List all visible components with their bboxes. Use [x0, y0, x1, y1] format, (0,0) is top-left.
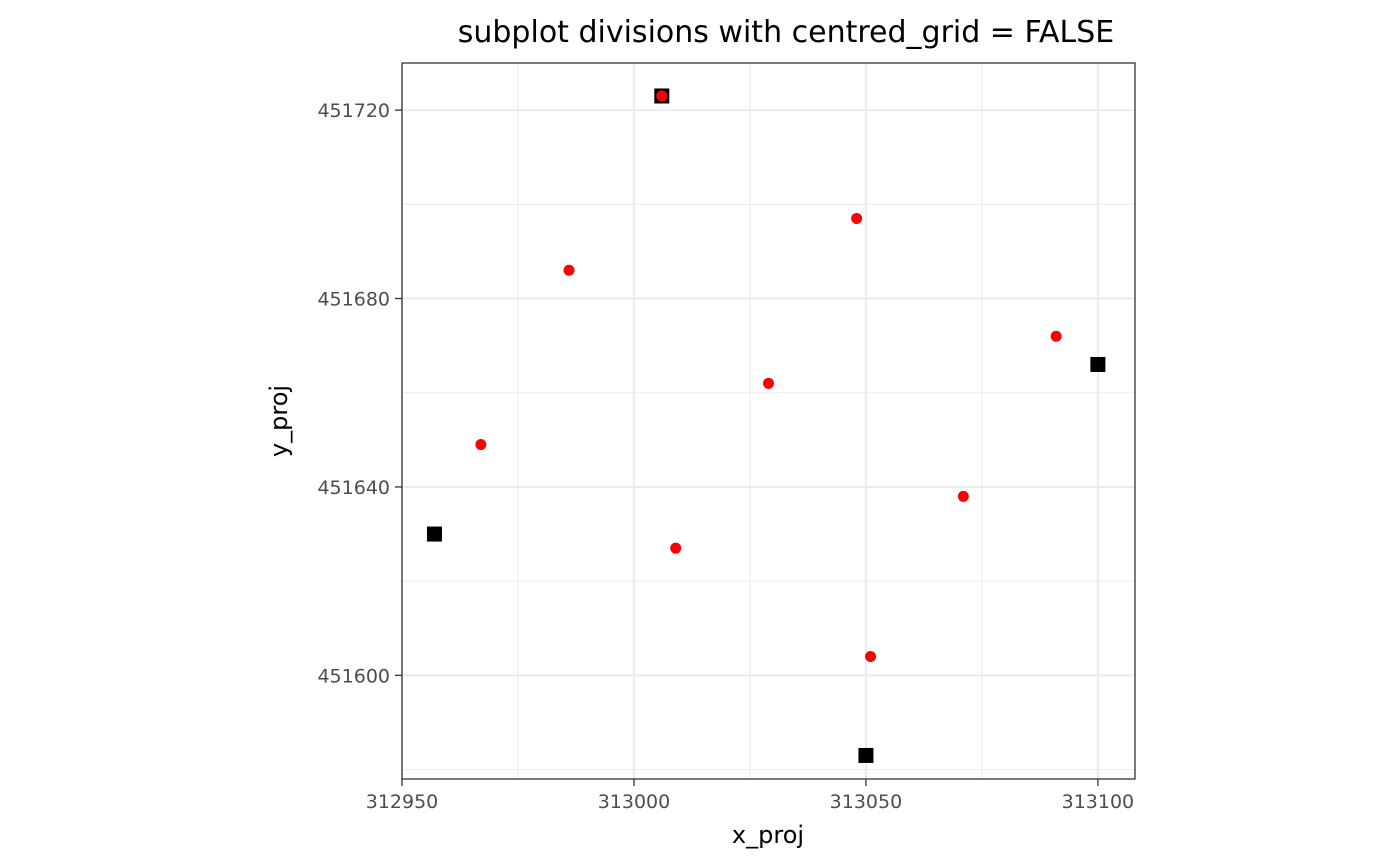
- x-tick-label: 313100: [1062, 791, 1135, 813]
- y-axis-title: y_proj: [265, 385, 293, 457]
- square-point: [1090, 356, 1106, 372]
- x-axis-title: x_proj: [732, 821, 804, 849]
- y-tick-label: 451720: [317, 100, 390, 122]
- x-tick-label: 313050: [830, 791, 903, 813]
- chart-title: subplot divisions with centred_grid = FA…: [458, 15, 1114, 50]
- circle-point: [957, 490, 969, 502]
- y-axis: 451600 451640 451680 451720: [317, 100, 402, 687]
- circle-point: [670, 542, 682, 554]
- circle-point: [656, 90, 668, 102]
- square-point: [426, 526, 442, 542]
- circle-point: [1050, 330, 1062, 342]
- circle-point: [475, 439, 487, 451]
- y-tick-label: 451680: [317, 289, 390, 311]
- major-gridlines: [401, 63, 1135, 779]
- circle-point: [851, 212, 863, 224]
- minor-gridlines: [402, 63, 1135, 779]
- y-tick-label: 451600: [317, 665, 390, 687]
- panel-border: [401, 62, 1136, 780]
- x-tick-label: 313000: [598, 791, 671, 813]
- x-axis: 312950 313000 313050 313100: [366, 779, 1134, 813]
- y-tick-label: 451640: [317, 477, 390, 499]
- x-tick-label: 312950: [366, 791, 439, 813]
- square-point: [858, 747, 874, 763]
- data-points: [426, 88, 1106, 763]
- circle-point: [865, 651, 877, 663]
- circle-point: [563, 264, 575, 276]
- circle-point: [763, 377, 774, 389]
